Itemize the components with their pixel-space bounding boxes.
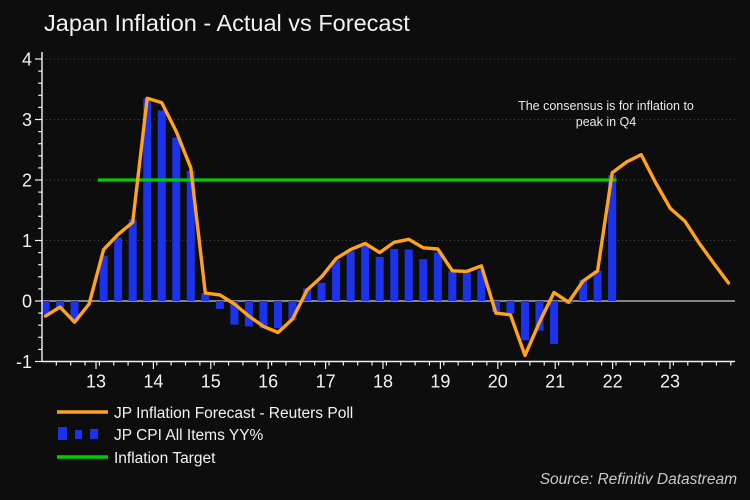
annotation-line-2: peak in Q4 [576,115,637,129]
x-tick-label: 17 [316,372,336,392]
y-tick-label: 4 [22,50,32,70]
cpi-bar [346,251,355,301]
legend: JP Inflation Forecast - Reuters Poll JP … [57,405,353,467]
cpi-bar [303,288,312,301]
cpi-bars-swatch [90,429,98,439]
cpi-bar [332,259,341,301]
cpi-bar [462,270,471,301]
cpi-bar [215,301,224,309]
cpi-bar [143,98,152,301]
axes-and-ticks [35,52,735,369]
cpi-bar [317,282,326,301]
y-tick-label: 2 [22,171,32,191]
cpi-bar [288,301,297,321]
cpi-bar [520,301,529,341]
cpi-bar [128,219,137,301]
legend-label-cpi: JP CPI All Items YY% [114,427,264,444]
y-tick-label: 3 [22,110,32,130]
x-tick-label: 18 [373,372,393,392]
x-tick-label: 21 [545,372,565,392]
cpi-bar [593,270,602,301]
cpi-bar [230,301,239,325]
cpi-bar [114,237,123,301]
y-tick-label: 1 [22,231,32,251]
source-credit: Source: Refinitiv Datastream [540,471,737,488]
cpi-bar [99,255,108,301]
cpi-bar [579,279,588,301]
cpi-bar [70,301,79,321]
legend-item-forecast: JP Inflation Forecast - Reuters Poll [57,405,353,422]
legend-item-target: Inflation Target [57,450,216,467]
cpi-bar [361,245,370,301]
y-tick-label: 0 [22,292,32,312]
cpi-bar [477,270,486,301]
cpi-bar-series [41,98,617,344]
forecast-line [43,96,731,358]
cpi-bars-swatch [58,427,67,440]
cpi-bar [506,301,515,314]
legend-item-cpi: JP CPI All Items YY% [58,427,264,444]
cpi-bar [375,256,384,301]
annotation-line-1: The consensus is for inflation to [518,99,694,113]
cpi-bar [550,301,559,344]
cpi-bar [172,137,181,301]
legend-label-target: Inflation Target [114,450,216,467]
cpi-bar [56,301,65,309]
cpi-bar [157,110,166,301]
x-tick-label: 14 [143,372,163,392]
cpi-bar [535,301,544,331]
cpi-bar [491,301,500,312]
cpi-bar [390,248,399,301]
x-tick-label: 16 [258,372,278,392]
y-tick-label: -1 [16,352,32,372]
x-tick-label: 19 [430,372,450,392]
x-tick-label: 13 [86,372,106,392]
x-tick-label: 22 [603,372,623,392]
cpi-bar [201,293,210,301]
x-tick-label: 23 [660,372,680,392]
cpi-bar [608,175,617,301]
cpi-bars-swatch [75,430,82,439]
cpi-bar [404,249,413,301]
legend-label-forecast: JP Inflation Forecast - Reuters Poll [114,405,353,422]
x-tick-label: 20 [488,372,508,392]
cpi-bar [448,271,457,301]
cpi-bar [244,301,253,327]
cpi-bar [259,301,268,329]
chart-title: Japan Inflation - Actual vs Forecast [44,10,410,36]
cpi-bar [41,301,50,315]
cpi-bar [186,170,195,301]
cpi-bar [419,259,428,301]
cpi-bar [433,252,442,301]
forecast-line-series [43,96,731,358]
annotation: The consensus is for inflation to peak i… [518,99,694,129]
x-tick-label: 15 [201,372,221,392]
cpi-bar [273,301,282,329]
